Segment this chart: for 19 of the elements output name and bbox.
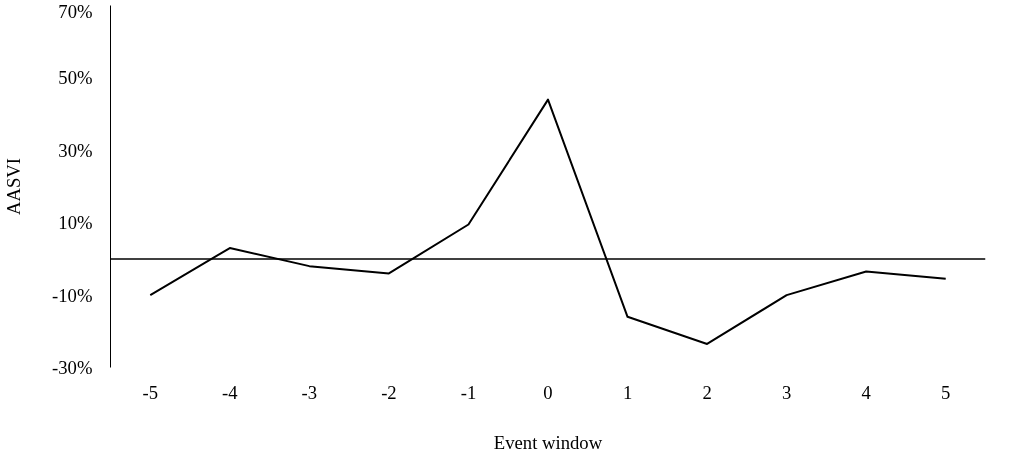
x-tick-label: 3 — [781, 381, 792, 403]
x-tick-label: -5 — [142, 381, 159, 403]
x-tick-label: 4 — [861, 381, 872, 403]
y-tick-label: 10% — [58, 212, 93, 234]
x-tick-label: -3 — [301, 381, 318, 403]
x-tick-label: -4 — [222, 381, 239, 403]
x-tick-label: -1 — [460, 381, 477, 403]
x-axis-title: Event window — [493, 431, 603, 453]
y-tick-label: 30% — [58, 139, 93, 161]
x-tick-label: 1 — [622, 381, 633, 403]
x-tick-label: 2 — [702, 381, 712, 403]
y-axis-title: AASVI — [3, 157, 25, 215]
y-tick-label: -10% — [52, 284, 93, 306]
y-tick-label: 50% — [58, 67, 93, 89]
x-tick-label: 0 — [543, 381, 553, 403]
x-tick-label: -2 — [381, 381, 397, 403]
y-tick-label: 70% — [58, 0, 93, 22]
y-tick-label: -30% — [52, 357, 93, 378]
x-tick-label: 5 — [941, 381, 951, 403]
